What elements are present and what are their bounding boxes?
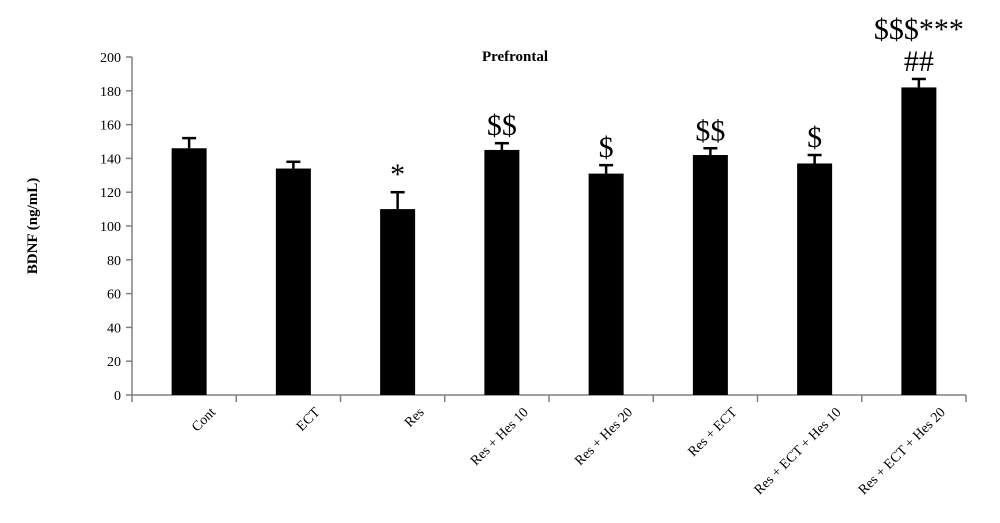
x-tick-label: Res + Hes 10 <box>468 405 532 469</box>
significance-marker: $ <box>599 131 614 164</box>
y-tick-label: 180 <box>100 85 121 100</box>
significance-marker: $$ <box>487 109 517 142</box>
x-tick-label: Res + Hes 20 <box>572 405 636 469</box>
y-tick-label: 20 <box>107 355 121 370</box>
bar <box>692 155 728 395</box>
y-axis: 0 20 40 60 80 100 120 140 160 180 200 <box>100 51 133 404</box>
significance-marker: $$$*** <box>874 13 964 46</box>
y-tick-label: 140 <box>100 152 121 167</box>
x-tick-label: Res + ECT + Hes 20 <box>856 405 949 498</box>
bar <box>484 149 520 395</box>
x-tick-label: Res + ECT <box>686 405 741 460</box>
bar-series <box>171 77 937 396</box>
y-tick-label: 120 <box>100 186 121 201</box>
y-tick-label: 200 <box>100 51 121 66</box>
y-axis-label: BDNF (ng/mL) <box>25 178 41 275</box>
y-tick-label: 40 <box>107 321 121 336</box>
bar <box>171 148 207 395</box>
significance-marker: $$ <box>695 114 725 147</box>
y-tick-label: 160 <box>100 119 121 134</box>
y-tick-label: 80 <box>107 254 121 269</box>
x-tick-label: Cont <box>189 405 219 435</box>
chart-title: Prefrontal <box>482 49 548 65</box>
x-tick-label: Res + ECT + Hes 10 <box>752 405 845 498</box>
y-tick-label: 60 <box>107 288 121 303</box>
significance-marker: ## <box>904 45 934 78</box>
bar <box>797 163 833 395</box>
bar <box>588 173 624 395</box>
bar <box>380 209 416 395</box>
x-axis: Cont ECT Res Res + Hes 10 Res + Hes 20 Res + … <box>131 394 967 498</box>
significance-marker: * <box>390 158 405 191</box>
bar <box>901 87 937 396</box>
y-tick-label: 0 <box>114 389 121 404</box>
significance-annotations: *$$$$$ $##$$$*** <box>390 13 964 191</box>
y-tick-label: 100 <box>100 220 121 235</box>
significance-marker: $ <box>807 121 822 154</box>
bar <box>275 168 311 395</box>
x-tick-label: Res <box>402 405 427 430</box>
x-tick-label: ECT <box>294 405 324 435</box>
